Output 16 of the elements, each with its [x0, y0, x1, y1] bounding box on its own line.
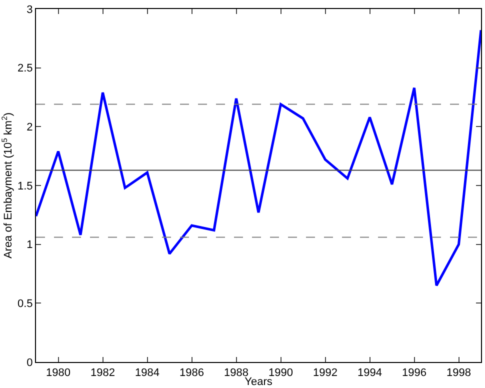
x-tick-label: 1980	[46, 367, 70, 380]
y-tick-label: 1.5	[18, 180, 33, 192]
y-tick-label: 3	[26, 4, 33, 16]
x-tick-label: 1984	[135, 367, 160, 380]
x-tick-label: 1994	[358, 367, 382, 380]
y-tick-label: 2.5	[18, 62, 33, 75]
x-tick-label: 1986	[180, 367, 204, 380]
x-tick-label: 1996	[402, 367, 426, 380]
line-series	[36, 28, 481, 287]
y-tick-label: 0.5	[18, 298, 33, 310]
x-tick-label: 1992	[313, 367, 338, 380]
y-tick-label: 0	[26, 356, 33, 369]
x-tick-label: 1998	[446, 367, 471, 380]
x-tick-label: 1982	[90, 367, 115, 380]
y-tick-label: 2	[26, 122, 33, 134]
y-tick-label: 1	[26, 239, 33, 252]
